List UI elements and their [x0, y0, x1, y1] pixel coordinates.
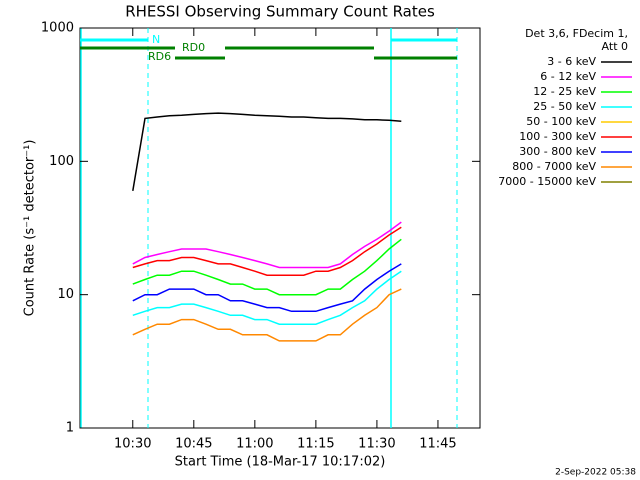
legend-label: 12 - 25 keV: [533, 85, 596, 98]
legend-title: Att 0: [602, 40, 628, 53]
y-tick-label: 1000: [41, 21, 74, 36]
flag-label: N: [152, 33, 160, 46]
x-tick-label: 10:45: [175, 437, 212, 452]
series-line: [132, 238, 402, 296]
series-line: [132, 112, 402, 192]
plot-frame: [79, 27, 481, 429]
x-tick-label: 11:15: [297, 437, 334, 452]
series-line: [132, 263, 402, 313]
legend-label: 6 - 12 keV: [540, 70, 596, 83]
legend-label: 7000 - 15000 keV: [498, 175, 596, 188]
series-line: [132, 288, 402, 342]
series-line: [132, 270, 402, 325]
x-tick-label: 11:30: [358, 437, 395, 452]
y-tick-label: 1: [66, 421, 74, 436]
legend-title: Det 3,6, FDecim 1,: [525, 27, 628, 40]
series-line: [132, 221, 402, 269]
series-line: [132, 226, 402, 276]
legend-label: 50 - 100 keV: [526, 115, 596, 128]
x-tick-label: 11:45: [419, 437, 456, 452]
x-tick-label: 10:30: [114, 437, 151, 452]
y-tick-label: 100: [49, 154, 74, 169]
footer-date: 2-Sep-2022 05:38: [555, 468, 636, 478]
legend-label: 300 - 800 keV: [519, 145, 596, 158]
chart-title: RHESSI Observing Summary Count Rates: [125, 3, 435, 21]
legend-label: 25 - 50 keV: [533, 100, 596, 113]
legend-label: 3 - 6 keV: [547, 55, 596, 68]
x-tick-label: 11:00: [236, 437, 273, 452]
x-axis-label: Start Time (18-Mar-17 10:17:02): [175, 455, 386, 470]
legend-label: 800 - 7000 keV: [512, 160, 596, 173]
flag-label: RD0: [182, 41, 205, 54]
legend-label: 100 - 300 keV: [519, 130, 596, 143]
y-axis-label: Count Rate (s⁻¹ detector⁻¹): [23, 140, 38, 317]
y-tick-label: 10: [57, 287, 74, 302]
flag-label: RD6: [148, 50, 171, 63]
